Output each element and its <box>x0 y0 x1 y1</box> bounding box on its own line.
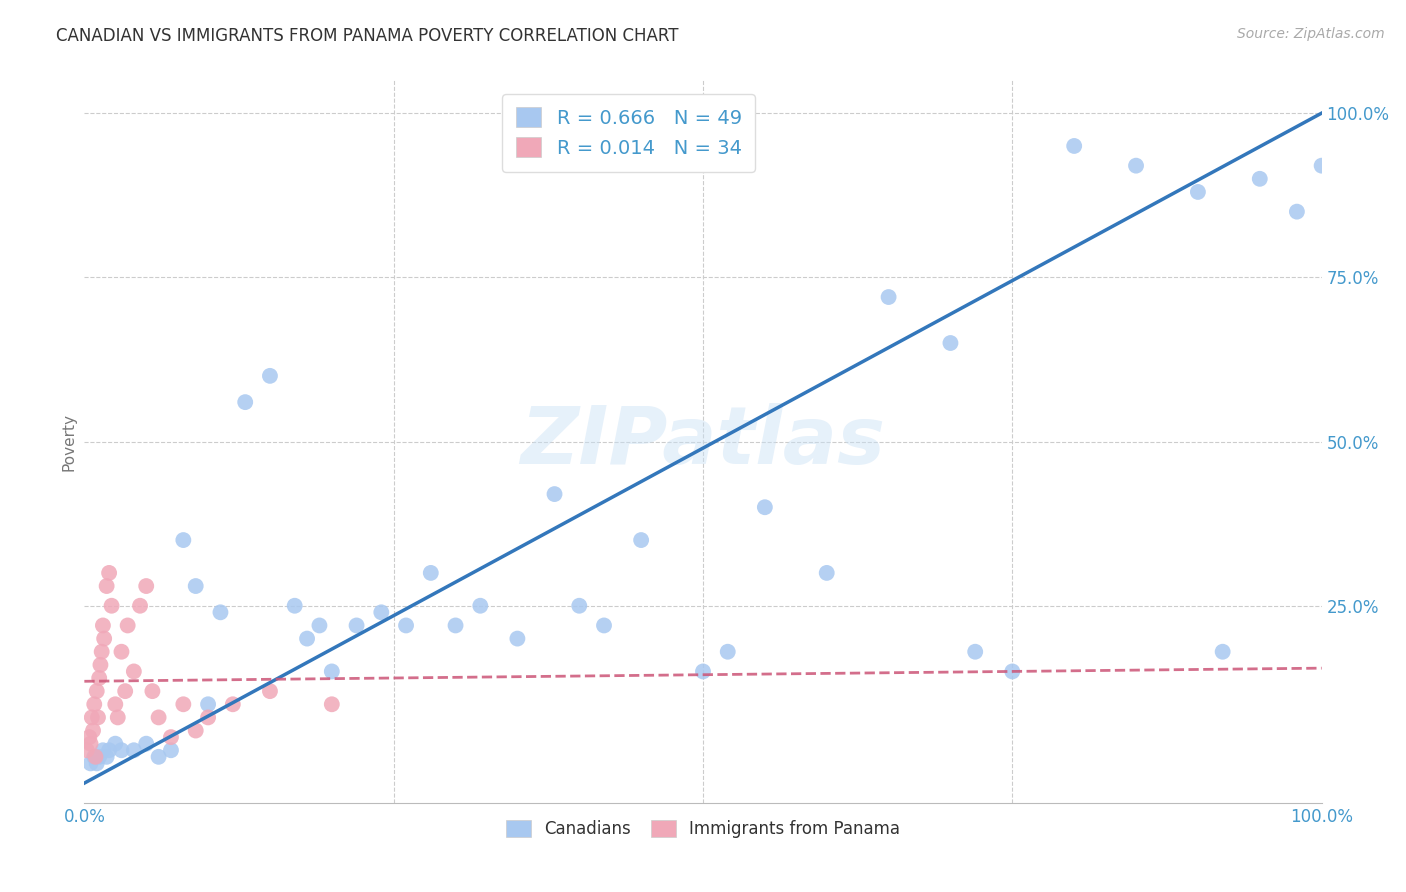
Point <box>107 710 129 724</box>
Point <box>259 368 281 383</box>
Point <box>754 500 776 515</box>
Point <box>129 599 152 613</box>
Point <box>79 730 101 744</box>
Point <box>630 533 652 547</box>
Point <box>122 743 145 757</box>
Point <box>104 698 127 712</box>
Point <box>76 743 98 757</box>
Point <box>160 730 183 744</box>
Point <box>96 579 118 593</box>
Point <box>141 684 163 698</box>
Point <box>86 684 108 698</box>
Point <box>84 749 107 764</box>
Point <box>98 566 121 580</box>
Point <box>91 743 114 757</box>
Point <box>148 749 170 764</box>
Point <box>172 533 194 547</box>
Point <box>419 566 441 580</box>
Point <box>89 671 111 685</box>
Point <box>370 605 392 619</box>
Point <box>815 566 838 580</box>
Point <box>89 657 111 672</box>
Point <box>110 743 132 757</box>
Point <box>444 618 467 632</box>
Point <box>321 698 343 712</box>
Point <box>98 743 121 757</box>
Point <box>1310 159 1333 173</box>
Point <box>135 737 157 751</box>
Point <box>197 710 219 724</box>
Point <box>104 737 127 751</box>
Point <box>1063 139 1085 153</box>
Point <box>83 749 105 764</box>
Y-axis label: Poverty: Poverty <box>60 412 76 471</box>
Point <box>470 599 492 613</box>
Point <box>79 756 101 771</box>
Point <box>93 632 115 646</box>
Point <box>184 723 207 738</box>
Point <box>82 723 104 738</box>
Point <box>939 336 962 351</box>
Point <box>1212 645 1234 659</box>
Point <box>172 698 194 712</box>
Point <box>295 632 318 646</box>
Point <box>184 579 207 593</box>
Point <box>308 618 330 632</box>
Point <box>506 632 529 646</box>
Point <box>110 645 132 659</box>
Point <box>233 395 256 409</box>
Point <box>1187 185 1209 199</box>
Point <box>91 618 114 632</box>
Point <box>89 749 111 764</box>
Point <box>284 599 307 613</box>
Point <box>148 710 170 724</box>
Text: Source: ZipAtlas.com: Source: ZipAtlas.com <box>1237 27 1385 41</box>
Point <box>114 684 136 698</box>
Point <box>543 487 565 501</box>
Point <box>83 698 105 712</box>
Point <box>877 290 900 304</box>
Text: CANADIAN VS IMMIGRANTS FROM PANAMA POVERTY CORRELATION CHART: CANADIAN VS IMMIGRANTS FROM PANAMA POVER… <box>56 27 679 45</box>
Legend: Canadians, Immigrants from Panama: Canadians, Immigrants from Panama <box>499 814 907 845</box>
Point <box>222 698 245 712</box>
Point <box>692 665 714 679</box>
Point <box>1249 171 1271 186</box>
Point <box>717 645 740 659</box>
Point <box>1285 204 1308 219</box>
Point <box>395 618 418 632</box>
Point <box>568 599 591 613</box>
Text: ZIPatlas: ZIPatlas <box>520 402 886 481</box>
Point <box>86 756 108 771</box>
Point <box>1125 159 1147 173</box>
Point <box>593 618 616 632</box>
Point <box>100 599 122 613</box>
Point <box>90 645 112 659</box>
Point <box>87 710 110 724</box>
Point <box>160 743 183 757</box>
Point <box>135 579 157 593</box>
Point <box>321 665 343 679</box>
Point <box>209 605 232 619</box>
Point <box>96 749 118 764</box>
Point <box>1001 665 1024 679</box>
Point <box>197 698 219 712</box>
Point <box>79 737 101 751</box>
Point <box>346 618 368 632</box>
Point <box>117 618 139 632</box>
Point <box>122 665 145 679</box>
Point <box>80 710 103 724</box>
Point <box>965 645 987 659</box>
Point <box>259 684 281 698</box>
